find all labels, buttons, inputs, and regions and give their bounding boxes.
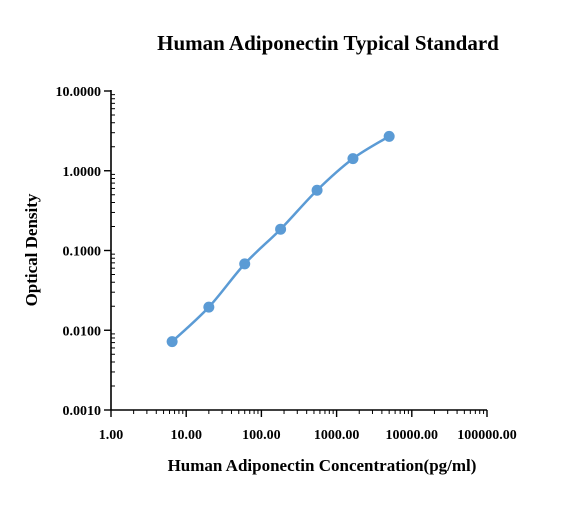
x-axis-label: Human Adiponectin Concentration(pg/ml) bbox=[168, 456, 477, 475]
series-line bbox=[171, 135, 390, 343]
y-tick-label: 0.0100 bbox=[63, 324, 102, 339]
y-tick-label: 10.0000 bbox=[56, 85, 102, 100]
y-tick-label: 0.1000 bbox=[63, 245, 102, 260]
data-series bbox=[166, 130, 395, 348]
data-point bbox=[203, 301, 215, 313]
data-point bbox=[275, 223, 287, 235]
data-point bbox=[383, 130, 395, 142]
x-tick-label: 1.00 bbox=[99, 428, 124, 443]
chart-title: Human Adiponectin Typical Standard bbox=[157, 31, 499, 55]
x-tick-label: 100000.00 bbox=[457, 428, 517, 443]
data-point bbox=[347, 153, 359, 165]
x-tick-label: 10.00 bbox=[170, 428, 202, 443]
data-point bbox=[166, 336, 178, 348]
y-axis-ticks: 0.0010 0.0100 0.1000 1.0000 10.0000 bbox=[56, 85, 115, 419]
x-axis-ticks: 1.00 10.00 100.00 1000.00 10000.00 100000.00 bbox=[99, 410, 517, 443]
axes bbox=[110, 90, 487, 411]
x-tick-label: 1000.00 bbox=[314, 428, 360, 443]
y-axis-label: Optical Density bbox=[22, 193, 41, 306]
y-tick-label: 1.0000 bbox=[63, 165, 102, 180]
y-tick-label: 0.0010 bbox=[63, 404, 102, 419]
x-tick-label: 10000.00 bbox=[386, 428, 439, 443]
data-point bbox=[311, 184, 323, 196]
x-tick-label: 100.00 bbox=[242, 428, 281, 443]
data-point bbox=[239, 258, 251, 270]
